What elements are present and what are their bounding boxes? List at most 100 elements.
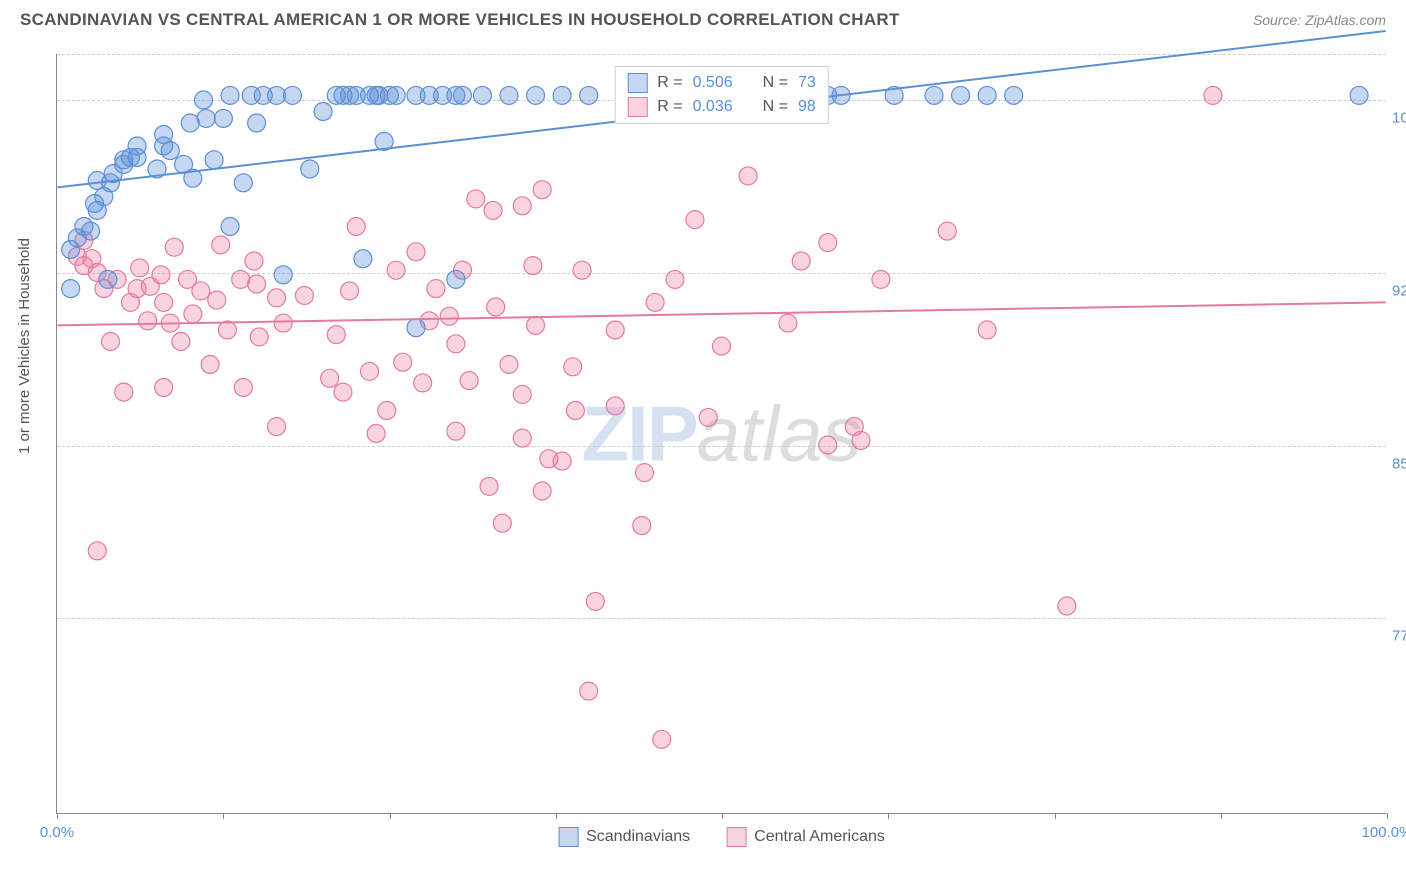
data-point [580, 86, 598, 104]
data-point [245, 252, 263, 270]
data-point [480, 477, 498, 495]
data-point [739, 167, 757, 185]
data-point [214, 109, 232, 127]
trend-line [57, 302, 1385, 325]
data-point [194, 91, 212, 109]
data-point [131, 259, 149, 277]
scatter-svg [57, 54, 1386, 813]
legend-label-scandinavian: Scandinavians [586, 828, 690, 846]
data-point [646, 293, 664, 311]
legend-row-central-american: R = 0.036 N = 98 [623, 95, 820, 119]
data-point [553, 86, 571, 104]
data-point [139, 312, 157, 330]
data-point [152, 266, 170, 284]
data-point [201, 356, 219, 374]
data-point [268, 289, 286, 307]
data-point [1005, 86, 1023, 104]
data-point [221, 86, 239, 104]
data-point [500, 86, 518, 104]
data-point [653, 730, 671, 748]
plot-area: ZIPatlas 77.5%85.0%92.5%100.0% 0.0%100.0… [56, 54, 1386, 814]
data-point [533, 181, 551, 199]
data-point [197, 109, 215, 127]
data-point [699, 408, 717, 426]
data-point [447, 270, 465, 288]
data-point [407, 319, 425, 337]
correlation-legend: R = 0.506 N = 73 R = 0.036 N = 98 [614, 66, 829, 124]
data-point [500, 356, 518, 374]
data-point [460, 372, 478, 390]
data-point [232, 270, 250, 288]
data-point [713, 337, 731, 355]
y-tick-label: 77.5% [1392, 628, 1406, 645]
chart-container: 1 or more Vehicles in Household ZIPatlas… [20, 44, 1386, 844]
x-tick-mark [1055, 813, 1056, 819]
data-point [208, 291, 226, 309]
n-prefix: N = [763, 74, 788, 92]
data-point [978, 86, 996, 104]
data-point [274, 266, 292, 284]
data-point [212, 236, 230, 254]
data-point [493, 514, 511, 532]
data-point [268, 86, 286, 104]
data-point [938, 222, 956, 240]
data-point [666, 270, 684, 288]
n-value-central-american: 98 [798, 98, 816, 116]
n-value-scandinavian: 73 [798, 74, 816, 92]
data-point [354, 250, 372, 268]
data-point [184, 305, 202, 323]
data-point [361, 362, 379, 380]
data-point [414, 374, 432, 392]
data-point [635, 464, 653, 482]
data-point [378, 402, 396, 420]
x-tick-mark [722, 813, 723, 819]
r-prefix: R = [657, 74, 682, 92]
y-tick-label: 100.0% [1392, 110, 1406, 127]
data-point [1350, 86, 1368, 104]
data-point [533, 482, 551, 500]
data-point [301, 160, 319, 178]
data-point [513, 429, 531, 447]
data-point [82, 222, 100, 240]
data-point [155, 379, 173, 397]
source-label: Source: ZipAtlas.com [1253, 12, 1386, 28]
data-point [99, 270, 117, 288]
data-point [234, 379, 252, 397]
data-point [484, 201, 502, 219]
data-point [540, 450, 558, 468]
data-point [314, 103, 332, 121]
data-point [234, 174, 252, 192]
header: SCANDINAVIAN VS CENTRAL AMERICAN 1 OR MO… [0, 0, 1406, 36]
data-point [387, 86, 405, 104]
data-point [161, 142, 179, 160]
data-point [447, 422, 465, 440]
data-point [978, 321, 996, 339]
data-point [487, 298, 505, 316]
data-point [274, 314, 292, 332]
x-tick-mark [57, 813, 58, 819]
data-point [633, 517, 651, 535]
data-point [566, 402, 584, 420]
data-point [564, 358, 582, 376]
data-point [440, 307, 458, 325]
data-point [165, 238, 183, 256]
data-point [102, 333, 120, 351]
x-tick-label: 100.0% [1362, 824, 1406, 841]
data-point [527, 316, 545, 334]
data-point [1204, 86, 1222, 104]
data-point [394, 353, 412, 371]
data-point [181, 114, 199, 132]
chart-title: SCANDINAVIAN VS CENTRAL AMERICAN 1 OR MO… [20, 10, 900, 30]
y-tick-label: 92.5% [1392, 282, 1406, 299]
data-point [925, 86, 943, 104]
legend-row-scandinavian: R = 0.506 N = 73 [623, 71, 820, 95]
data-point [387, 261, 405, 279]
data-point [218, 321, 236, 339]
legend-item-central-american: Central Americans [726, 827, 885, 847]
data-point [573, 261, 591, 279]
data-point [155, 293, 173, 311]
x-tick-mark [556, 813, 557, 819]
swatch-scandinavian [627, 73, 647, 93]
data-point [454, 86, 472, 104]
data-point [427, 280, 445, 298]
